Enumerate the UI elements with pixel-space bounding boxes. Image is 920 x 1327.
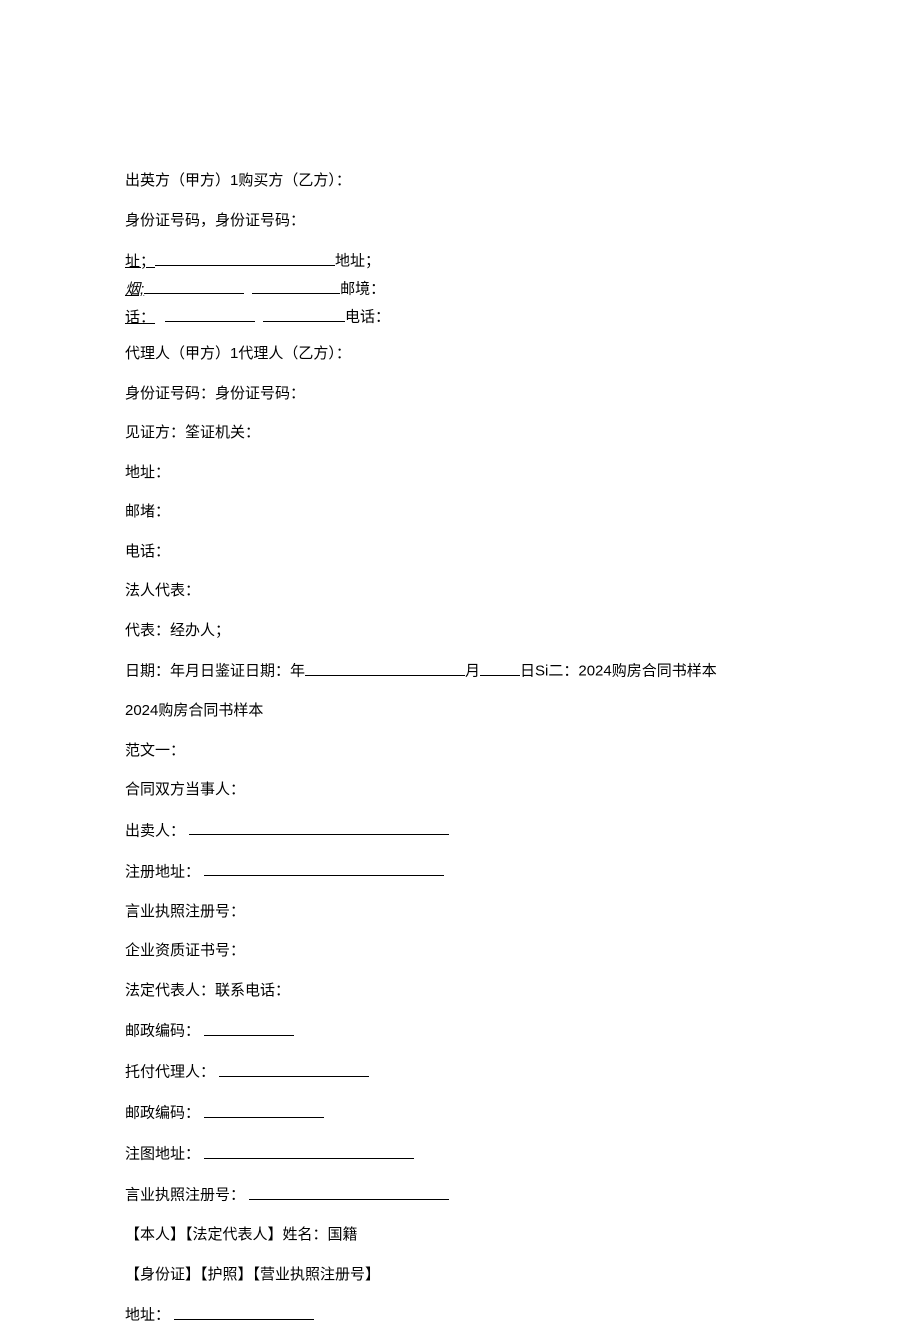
text-line: 电话： — [125, 541, 795, 564]
blank-fill — [204, 1142, 414, 1159]
text-line: 【身份证】【护照】【营业执照注册号】 — [125, 1264, 795, 1287]
label: 出卖人： — [125, 822, 185, 839]
text-line: 代表：经办人； — [125, 620, 795, 643]
text-fragment: 日Si二：2024购房合同书样本 — [520, 663, 717, 680]
blank-fill — [263, 305, 345, 322]
fill-line: 托付代理人： — [125, 1060, 795, 1084]
blank-fill — [249, 1183, 449, 1200]
table-row: 址； 地址； — [125, 249, 795, 273]
blank-fill — [252, 277, 340, 294]
document-page: 出英方（甲方）1购买方（乙方）： 身份证号码，身份证号码： 址； 地址； 烟; 邮境… — [0, 0, 920, 1327]
table-row: 话： 电话： — [125, 305, 795, 329]
text-line: 【本人】【法定代表人】姓名：国籍 — [125, 1224, 795, 1247]
blank-fill — [155, 249, 335, 266]
label: 邮政编码： — [125, 1023, 200, 1040]
fill-line: 注图地址： — [125, 1142, 795, 1166]
text-fragment: 日期：年月日鉴证日期：年 — [125, 663, 305, 680]
cell-right: 电话： — [345, 309, 390, 326]
label: 注册地址： — [125, 863, 200, 880]
fill-line: 言业执照注册号： — [125, 1183, 795, 1207]
cell-left: 址； — [125, 251, 155, 274]
label: 托付代理人： — [125, 1064, 215, 1081]
text-line: 身份证号码：身份证号码： — [125, 383, 795, 406]
label: 注图地址： — [125, 1146, 200, 1163]
blank-fill — [219, 1060, 369, 1077]
text-line: 邮堵： — [125, 501, 795, 524]
blank-fill — [189, 819, 449, 836]
text-line: 企业资质证书号： — [125, 940, 795, 963]
table-block: 址； 地址； 烟; 邮境： 话： 电话： — [125, 249, 795, 329]
label: 言业执照注册号： — [125, 1187, 245, 1204]
cell-left: 话： — [125, 307, 155, 330]
text-line: 法人代表： — [125, 580, 795, 603]
text-line: 2024购房合同书样本 — [125, 700, 795, 723]
blank-fill — [480, 659, 520, 676]
text-line: 身份证号码，身份证号码： — [125, 210, 795, 233]
text-line: 合同双方当事人： — [125, 779, 795, 802]
blank-fill — [305, 659, 465, 676]
text-line: 代理人（甲方）1代理人（乙方）： — [125, 343, 795, 366]
blank-fill — [204, 860, 444, 877]
cell-right: 邮境： — [340, 281, 385, 298]
blank-fill — [204, 1019, 294, 1036]
date-line: 日期：年月日鉴证日期：年 月 日Si二：2024购房合同书样本 — [125, 659, 795, 683]
blank-fill — [144, 277, 244, 294]
fill-line: 邮政编码： — [125, 1019, 795, 1043]
fill-line: 出卖人： — [125, 819, 795, 843]
cell-right: 地址； — [335, 253, 380, 270]
text-line: 范文一： — [125, 740, 795, 763]
text-line: 言业执照注册号： — [125, 901, 795, 924]
text-line: 地址： — [125, 462, 795, 485]
blank-fill — [165, 305, 255, 322]
text-line: 出英方（甲方）1购买方（乙方）： — [125, 170, 795, 193]
text-line: 见证方：筌证机关： — [125, 422, 795, 445]
table-row: 烟; 邮境： — [125, 277, 795, 301]
fill-line: 地址： — [125, 1303, 795, 1327]
blank-fill — [174, 1303, 314, 1320]
label: 邮政编码： — [125, 1105, 200, 1122]
text-fragment: 月 — [465, 663, 480, 680]
blank-fill — [204, 1101, 324, 1118]
fill-line: 邮政编码： — [125, 1101, 795, 1125]
fill-line: 注册地址： — [125, 860, 795, 884]
label: 地址： — [125, 1307, 170, 1324]
cell-left: 烟; — [125, 279, 144, 302]
text-line: 法定代表人：联系电话： — [125, 980, 795, 1003]
